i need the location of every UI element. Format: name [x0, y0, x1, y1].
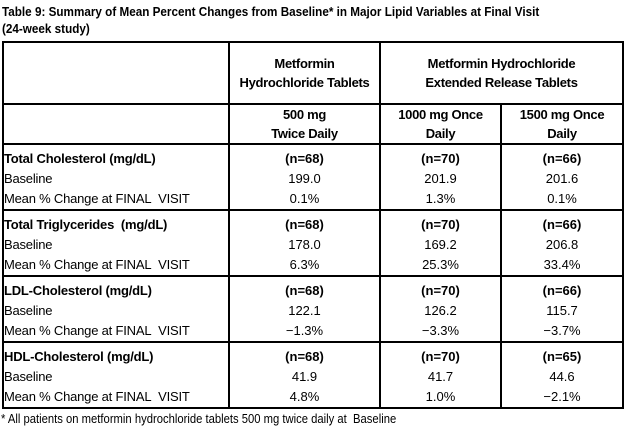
baseline-label: Baseline	[4, 303, 53, 318]
total-cholesterol-1500mg-cell: (n=66) 201.6 0.1%	[499, 143, 624, 211]
header-dose-500mg-line-2: Twice Daily	[271, 126, 338, 141]
baseline-value: 44.6	[549, 369, 575, 384]
baseline-value: 115.7	[546, 303, 578, 318]
baseline-value: 201.9	[424, 171, 457, 186]
change-value: 25.3%	[422, 257, 459, 272]
header-dose-500mg: 500 mg Twice Daily	[228, 103, 381, 145]
header-dose-1500mg: 1500 mg Once Daily	[499, 103, 624, 145]
table-title-line-2: (24-week study)	[2, 21, 90, 36]
baseline-value: 201.6	[545, 171, 579, 186]
total-triglycerides-500mg-cell: (n=68) 178.0 6.3%	[228, 209, 381, 277]
n-count: (n=65)	[542, 349, 582, 364]
table-title: Table 9: Summary of Mean Percent Changes…	[2, 3, 624, 37]
hdl-cholesterol-1000mg-cell: (n=70) 41.7 1.0%	[379, 341, 502, 409]
header-metformin-ir: Metformin Hydrochloride Tablets	[228, 41, 381, 105]
header-dose-1500mg-line-1: 1500 mg Once	[519, 107, 605, 122]
change-label: Mean % Change at FINAL VISIT	[4, 257, 190, 272]
header-dose-1500mg-line-2: Daily	[547, 126, 577, 141]
n-count: (n=68)	[285, 283, 324, 298]
ldl-cholesterol-label-cell: LDL-Cholesterol (mg/dL) Baseline Mean % …	[2, 275, 230, 343]
baseline-value: 178.0	[288, 237, 321, 252]
ldl-cholesterol-500mg-cell: (n=68) 122.1 −1.3%	[228, 275, 381, 343]
change-value: −3.7%	[543, 323, 581, 338]
parameter-name: Total Cholesterol (mg/dL)	[4, 151, 156, 166]
header-empty-cell	[2, 41, 230, 105]
baseline-value: 169.2	[424, 237, 457, 252]
row-hdl-cholesterol: HDL-Cholesterol (mg/dL) Baseline Mean % …	[2, 341, 624, 409]
header-metformin-er: Metformin Hydrochloride Extended Release…	[378, 41, 624, 105]
hdl-cholesterol-500mg-cell: (n=68) 41.9 4.8%	[228, 341, 381, 409]
row-ldl-cholesterol: LDL-Cholesterol (mg/dL) Baseline Mean % …	[2, 275, 624, 343]
hdl-cholesterol-1500mg-cell: (n=65) 44.6 −2.1%	[499, 341, 624, 409]
header-row-doses: 500 mg Twice Daily 1000 mg Once Daily 15…	[2, 103, 624, 145]
baseline-label: Baseline	[4, 369, 53, 384]
change-label: Mean % Change at FINAL VISIT	[4, 389, 190, 404]
header-dose-1000mg: 1000 mg Once Daily	[379, 103, 502, 145]
parameter-name: LDL-Cholesterol (mg/dL)	[4, 283, 152, 298]
baseline-value: 41.9	[291, 369, 318, 384]
header-metformin-ir-line-2: Hydrochloride Tablets	[239, 75, 370, 90]
change-value: −1.3%	[285, 323, 324, 338]
change-value: 6.3%	[289, 257, 320, 272]
baseline-label: Baseline	[4, 171, 53, 186]
ldl-cholesterol-1500mg-cell: (n=66) 115.7 −3.7%	[499, 275, 624, 343]
change-value: 0.1%	[289, 191, 320, 206]
n-count: (n=66)	[542, 217, 582, 232]
header-empty-cell-2	[2, 103, 230, 145]
total-triglycerides-label-cell: Total Triglycerides (mg/dL) Baseline Mea…	[2, 209, 230, 277]
header-metformin-er-line-2: Extended Release Tablets	[425, 75, 578, 90]
baseline-value: 122.1	[288, 303, 321, 318]
n-count: (n=66)	[542, 283, 582, 298]
n-count: (n=68)	[285, 349, 324, 364]
parameter-name: HDL-Cholesterol (mg/dL)	[4, 349, 154, 364]
n-count: (n=66)	[542, 151, 582, 166]
total-triglycerides-1500mg-cell: (n=66) 206.8 33.4%	[499, 209, 624, 277]
change-value: 0.1%	[547, 191, 577, 206]
n-count: (n=68)	[285, 217, 324, 232]
baseline-value: 126.2	[424, 303, 457, 318]
change-value: −2.1%	[543, 389, 581, 404]
baseline-value: 199.0	[288, 171, 321, 186]
n-count: (n=70)	[421, 151, 460, 166]
change-value: 1.3%	[425, 191, 456, 206]
header-dose-1000mg-line-2: Daily	[425, 126, 456, 141]
ldl-cholesterol-1000mg-cell: (n=70) 126.2 −3.3%	[379, 275, 502, 343]
header-metformin-er-line-1: Metformin Hydrochloride	[427, 56, 576, 71]
header-dose-1000mg-line-1: 1000 mg Once	[398, 107, 483, 122]
n-count: (n=68)	[285, 151, 324, 166]
baseline-value: 206.8	[545, 237, 579, 252]
total-cholesterol-500mg-cell: (n=68) 199.0 0.1%	[228, 143, 381, 211]
n-count: (n=70)	[421, 217, 460, 232]
header-row-products: Metformin Hydrochloride Tablets Metformi…	[2, 41, 624, 105]
n-count: (n=70)	[421, 349, 460, 364]
parameter-name: Total Triglycerides (mg/dL)	[4, 217, 168, 232]
total-cholesterol-1000mg-cell: (n=70) 201.9 1.3%	[379, 143, 502, 211]
lipid-results-table: Metformin Hydrochloride Tablets Metformi…	[2, 41, 624, 409]
header-metformin-ir-line-1: Metformin	[274, 56, 335, 71]
row-total-cholesterol: Total Cholesterol (mg/dL) Baseline Mean …	[2, 143, 624, 211]
total-triglycerides-1000mg-cell: (n=70) 169.2 25.3%	[379, 209, 502, 277]
footnote: * All patients on metformin hydrochlorid…	[1, 412, 397, 426]
change-value: −3.3%	[421, 323, 460, 338]
total-cholesterol-label-cell: Total Cholesterol (mg/dL) Baseline Mean …	[2, 143, 230, 211]
baseline-label: Baseline	[4, 237, 53, 252]
hdl-cholesterol-label-cell: HDL-Cholesterol (mg/dL) Baseline Mean % …	[2, 341, 230, 409]
row-total-triglycerides: Total Triglycerides (mg/dL) Baseline Mea…	[2, 209, 624, 277]
change-label: Mean % Change at FINAL VISIT	[4, 323, 190, 338]
change-value: 33.4%	[543, 257, 581, 272]
change-value: 1.0%	[425, 389, 456, 404]
header-dose-500mg-line-1: 500 mg	[282, 107, 326, 122]
baseline-value: 41.7	[427, 369, 454, 384]
n-count: (n=70)	[421, 283, 460, 298]
table-title-line-1: Table 9: Summary of Mean Percent Changes…	[2, 4, 540, 19]
change-label: Mean % Change at FINAL VISIT	[4, 191, 190, 206]
change-value: 4.8%	[289, 389, 320, 404]
